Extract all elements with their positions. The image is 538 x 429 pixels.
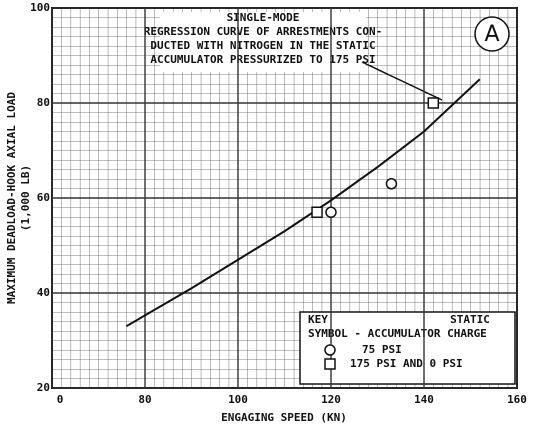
x-tick-label: 140 <box>414 393 434 406</box>
x-axis-label: ENGAGING SPEED (KN) <box>221 411 347 424</box>
point <box>311 206 323 218</box>
legend-marker <box>324 344 336 356</box>
x-tick-label: 160 <box>507 393 527 406</box>
y-tick-label: 40 <box>37 286 50 299</box>
y-tick-label: 60 <box>37 191 50 204</box>
y-tick-label: 20 <box>37 381 50 394</box>
x-tick-label: 120 <box>321 393 341 406</box>
annotation-arrow <box>361 61 443 101</box>
annotation: REGRESSION CURVE OF ARRESTMENTS CON- <box>144 25 382 38</box>
point <box>427 97 440 109</box>
y-axis-label: MAXIMUM DEADLOAD-HOOK AXIAL LOAD <box>5 92 18 304</box>
legend <box>299 311 516 385</box>
x-tick-label: 100 <box>228 393 248 406</box>
regression-curve <box>125 78 481 328</box>
annotation: SINGLE-MODE <box>227 11 300 24</box>
legend-title: KEY <box>308 313 328 326</box>
legend-marker <box>324 358 336 370</box>
legend-label: 75 PSI <box>362 343 402 356</box>
x-tick-label: 0 <box>57 393 64 406</box>
point <box>385 178 398 190</box>
legend-title: STATIC <box>450 313 490 326</box>
x-tick-label: 80 <box>138 393 151 406</box>
annotation: ACCUMULATOR PRESSURIZED TO 175 PSI <box>150 53 375 66</box>
panel-label: A <box>484 22 499 47</box>
legend-title: SYMBOL - ACCUMULATOR CHARGE <box>308 327 487 340</box>
y-tick-label: 100 <box>30 1 50 14</box>
y-tick-label: 80 <box>37 96 50 109</box>
annotation: DUCTED WITH NITROGEN IN THE STATIC <box>150 39 375 52</box>
legend-label: 175 PSI AND 0 PSI <box>350 357 463 370</box>
panel-circle <box>474 16 510 52</box>
y-axis-label: (1,000 LB) <box>19 165 32 231</box>
point <box>325 206 337 218</box>
